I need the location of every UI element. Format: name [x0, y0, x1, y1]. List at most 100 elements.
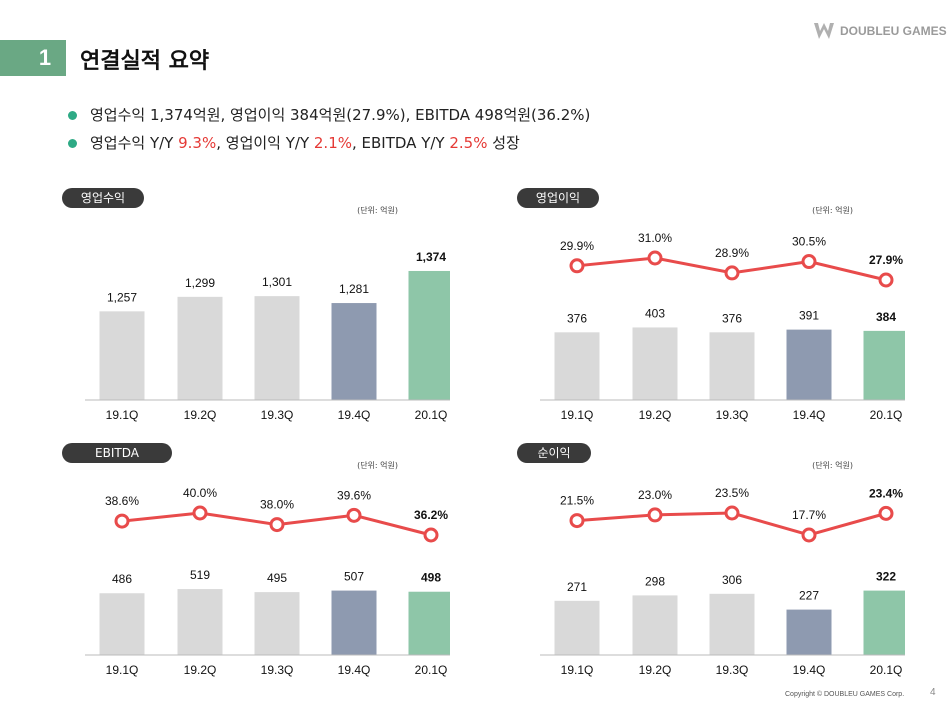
- bar-20.1Q: [863, 330, 905, 400]
- margin-point: [647, 507, 663, 523]
- chart-ebitda: EBITDA (단위: 억원) 486 19.1Q 519 19.2Q 495 19.3Q 50…: [50, 435, 450, 685]
- bar-19.3Q: [254, 296, 300, 400]
- margin-label: 28.9%: [715, 246, 749, 260]
- bar-value-label: 495: [267, 571, 287, 585]
- bar-value-label: 403: [645, 306, 665, 320]
- bar-value-label: 322: [876, 570, 896, 584]
- bar-19.2Q: [177, 589, 223, 655]
- highlight-value: 2.5%: [449, 134, 488, 152]
- bar-19.2Q: [632, 595, 678, 655]
- company-logo: DOUBLEU GAMES: [812, 18, 947, 44]
- margin-point: [724, 265, 740, 281]
- bar-value-label: 376: [567, 311, 587, 325]
- margin-label: 38.6%: [105, 494, 139, 508]
- x-tick-label: 19.1Q: [106, 663, 139, 677]
- bar-19.1Q: [554, 332, 600, 400]
- margin-point: [192, 505, 208, 521]
- x-tick-label: 19.1Q: [561, 663, 594, 677]
- bar-19.3Q: [709, 332, 755, 400]
- chart-title-pill: [517, 188, 599, 208]
- bar-value-label: 271: [567, 580, 587, 594]
- x-tick-label: 19.3Q: [261, 408, 294, 422]
- margin-point: [878, 505, 894, 521]
- margin-label: 36.2%: [414, 508, 448, 522]
- x-tick-label: 20.1Q: [415, 408, 448, 422]
- bar-value-label: 1,281: [339, 282, 369, 296]
- bar-19.1Q: [99, 593, 145, 655]
- unit-label: (단위: 억원): [812, 460, 853, 470]
- bar-19.2Q: [177, 296, 223, 400]
- margin-point: [423, 527, 439, 543]
- chart-svg: 영업이익 (단위: 억원) 376 19.1Q 403 19.2Q 376 19.3Q 391 1…: [517, 188, 905, 422]
- margin-label: 17.7%: [792, 508, 826, 522]
- margin-point: [801, 527, 817, 543]
- margin-point: [569, 258, 585, 274]
- bullet-text: 영업수익 Y/Y: [90, 134, 179, 152]
- chart-title: 영업이익: [536, 191, 580, 205]
- bar-value-label: 298: [645, 574, 665, 588]
- chart-title: 순이익: [537, 446, 570, 460]
- x-tick-label: 20.1Q: [415, 663, 448, 677]
- margin-point: [724, 505, 740, 521]
- bar-19.4Q: [786, 329, 832, 400]
- margin-label: 21.5%: [560, 494, 594, 508]
- bar-value-label: 306: [722, 573, 742, 587]
- section-number-badge: 1: [0, 40, 66, 76]
- margin-point: [647, 250, 663, 266]
- logo-text: DOUBLEU GAMES: [840, 24, 947, 38]
- unit-label: (단위: 억원): [357, 205, 398, 215]
- bullet-text: , 영업이익 Y/Y: [216, 134, 314, 152]
- bar-19.2Q: [632, 327, 678, 400]
- section-number: 1: [38, 45, 52, 70]
- margin-label: 30.5%: [792, 235, 826, 249]
- bar-19.3Q: [709, 593, 755, 655]
- margin-label: 29.9%: [560, 239, 594, 253]
- unit-label: (단위: 억원): [357, 460, 398, 470]
- x-tick-label: 20.1Q: [870, 663, 903, 677]
- bullet-item: 영업수익 1,374억원, 영업이익 384억원(27.9%), EBITDA …: [68, 104, 590, 132]
- bar-19.1Q: [554, 600, 600, 655]
- chart-revenue: 영업수익 (단위: 억원) 1,257 19.1Q 1,299 19.2Q 1,301 19.…: [50, 180, 450, 430]
- highlight-value: 9.3%: [178, 134, 217, 152]
- margin-point: [346, 507, 362, 523]
- x-tick-label: 19.2Q: [184, 408, 217, 422]
- margin-label: 39.6%: [337, 488, 371, 502]
- margin-point: [114, 513, 130, 529]
- margin-label: 23.5%: [715, 486, 749, 500]
- chart-svg: 영업수익 (단위: 억원) 1,257 19.1Q 1,299 19.2Q 1,301 19.…: [62, 188, 450, 422]
- bullet-item: 영업수익 Y/Y 9.3%, 영업이익 Y/Y 2.1%, EBITDA Y/Y…: [68, 132, 590, 160]
- copyright-text: Copyright © DOUBLEU GAMES Corp.: [785, 691, 905, 698]
- margin-label: 23.0%: [638, 488, 672, 502]
- chart-svg: EBITDA (단위: 억원) 486 19.1Q 519 19.2Q 495 19.3Q 50…: [62, 443, 450, 677]
- bar-value-label: 1,301: [262, 275, 292, 289]
- bullet-text: 영업수익 1,374억원, 영업이익 384억원(27.9%), EBITDA …: [90, 106, 591, 124]
- chart-net-income: 순이익 (단위: 억원) 271 19.1Q 298 19.2Q 306 19.3Q 227 19…: [505, 435, 905, 685]
- margin-point: [801, 254, 817, 270]
- bar-19.4Q: [331, 303, 377, 400]
- bar-value-label: 1,374: [416, 250, 446, 264]
- x-tick-label: 19.4Q: [338, 408, 371, 422]
- x-tick-label: 19.2Q: [639, 408, 672, 422]
- bar-value-label: 498: [421, 571, 441, 585]
- bar-19.1Q: [99, 311, 145, 400]
- x-tick-label: 19.1Q: [561, 408, 594, 422]
- x-tick-label: 19.2Q: [639, 663, 672, 677]
- margin-point: [878, 272, 894, 288]
- bar-19.4Q: [331, 590, 377, 655]
- x-tick-label: 19.4Q: [793, 408, 826, 422]
- bar-19.3Q: [254, 592, 300, 655]
- margin-label: 31.0%: [638, 231, 672, 245]
- chart-title-pill: [517, 443, 591, 463]
- bullet-text: 성장: [487, 134, 520, 152]
- page-title: 연결실적 요약: [80, 49, 210, 74]
- margin-label: 27.9%: [869, 253, 903, 267]
- x-tick-label: 20.1Q: [870, 408, 903, 422]
- x-tick-label: 19.1Q: [106, 408, 139, 422]
- x-tick-label: 19.2Q: [184, 663, 217, 677]
- bar-value-label: 227: [799, 589, 819, 603]
- bar-value-label: 519: [190, 568, 210, 582]
- bar-value-label: 391: [799, 309, 819, 323]
- x-tick-label: 19.3Q: [716, 663, 749, 677]
- x-tick-label: 19.4Q: [338, 663, 371, 677]
- chart-title-pill: [62, 188, 144, 208]
